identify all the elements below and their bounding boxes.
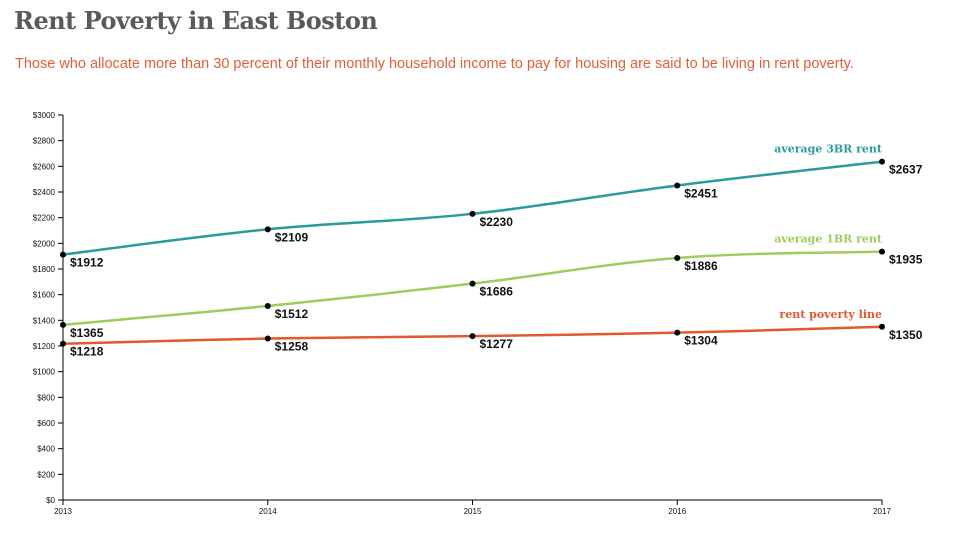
data-label: $2230 — [480, 215, 514, 229]
series-label: average 1BR rent — [774, 233, 883, 246]
y-tick-label: $1600 — [33, 291, 56, 300]
data-point — [264, 335, 271, 342]
x-tick-label: 2017 — [873, 507, 891, 516]
chart-subtitle: Those who allocate more than 30 percent … — [15, 56, 854, 72]
data-label: $1218 — [70, 345, 104, 359]
data-points — [60, 158, 885, 347]
data-point — [469, 210, 476, 217]
data-label: $1258 — [275, 340, 309, 354]
data-label: $1277 — [480, 337, 514, 351]
data-label: $2109 — [275, 230, 309, 244]
y-tick-label: $400 — [37, 445, 55, 454]
y-tick-label: $1200 — [33, 342, 56, 351]
data-point — [674, 329, 681, 336]
data-point — [469, 280, 476, 287]
series-label: rent poverty line — [779, 308, 882, 321]
data-point — [60, 340, 66, 347]
x-tick-label: 2014 — [259, 507, 277, 516]
y-tick-label: $2000 — [33, 239, 56, 248]
data-point — [879, 248, 885, 255]
data-label: $1935 — [889, 253, 923, 267]
series-label: average 3BR rent — [774, 143, 883, 156]
data-point — [674, 254, 681, 261]
series-lines — [62, 160, 883, 345]
y-tick-label: $800 — [37, 393, 55, 402]
axes: $0 $200 $400 $600 $800 $1000 $1200 $1400 $1600 $1… — [33, 111, 892, 516]
data-point — [60, 321, 66, 328]
y-tick-label: $2200 — [33, 214, 56, 223]
data-label: $1512 — [275, 307, 309, 321]
x-tick-label: 2015 — [464, 507, 482, 516]
data-point — [879, 158, 885, 165]
data-label: $1886 — [684, 259, 718, 273]
data-point — [60, 251, 66, 258]
data-labels: $1912 $2109 $2230 $2451 $2637 average 3BR ren… — [70, 143, 923, 359]
data-label: $1912 — [70, 256, 104, 270]
data-point — [879, 323, 885, 330]
y-tick-label: $1800 — [33, 265, 56, 274]
data-label: $2637 — [889, 163, 923, 177]
x-tick-label: 2013 — [54, 507, 72, 516]
y-tick-label: $3000 — [33, 111, 56, 120]
series-line — [62, 160, 883, 256]
y-tick-label: $1000 — [33, 368, 56, 377]
y-tick-label: $1400 — [33, 316, 56, 325]
y-tick-label: $0 — [46, 496, 55, 505]
y-tick-label: $200 — [37, 470, 55, 479]
data-point — [674, 182, 681, 189]
data-label: $1365 — [70, 326, 104, 340]
x-tick-label: 2016 — [668, 507, 686, 516]
series-line — [62, 250, 883, 327]
data-label: $2451 — [684, 186, 718, 200]
y-tick-label: $600 — [37, 419, 55, 428]
data-point — [469, 333, 476, 340]
data-point — [264, 226, 271, 233]
data-label: $1350 — [889, 328, 923, 342]
data-point — [264, 302, 271, 309]
data-label: $1686 — [480, 285, 514, 299]
y-tick-label: $2400 — [33, 188, 56, 197]
y-tick-label: $2600 — [33, 162, 56, 171]
chart-title: Rent Poverty in East Boston — [14, 6, 378, 35]
data-label: $1304 — [684, 334, 718, 348]
y-tick-label: $2800 — [33, 137, 56, 146]
